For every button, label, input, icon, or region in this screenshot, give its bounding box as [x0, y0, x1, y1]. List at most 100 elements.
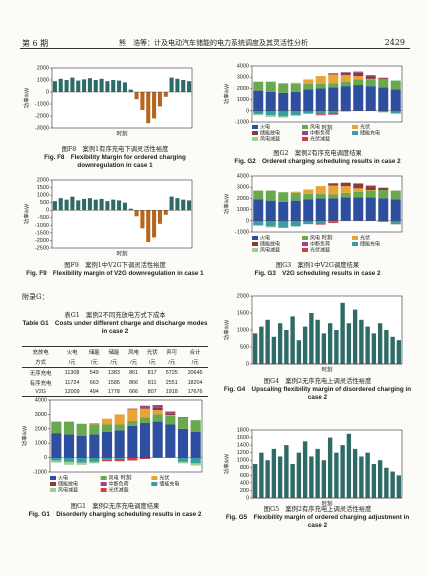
- figure-caption: 图G1 案例2无序充电调度结果 Fig. G1 Disorderly chargi…: [20, 503, 210, 519]
- bar-segment: [127, 408, 138, 410]
- bar-segment: [365, 86, 376, 111]
- legend-label: 风电: [109, 474, 119, 481]
- header-cell: /元: [148, 360, 156, 366]
- bar-segment: [127, 457, 138, 461]
- legend-swatch: [50, 476, 56, 480]
- table-cell: 494: [89, 389, 99, 395]
- bar-segment: [51, 460, 62, 463]
- bar: [371, 333, 377, 364]
- legend-swatch: [151, 476, 158, 480]
- bar-segment: [328, 185, 339, 195]
- header-cell: /元: [168, 360, 176, 366]
- figure-caption: 图F9 案例1中V2G下调灵活性裕度 Fig. F9 Flexibility ma…: [20, 262, 210, 278]
- bar: [359, 319, 364, 364]
- cost-table: 充放电 火电 储能 储能 风电 光伏 弃可 合计 方式/元/元/元/元/元/元/元 无序充电 113…: [22, 346, 208, 397]
- bar-segment: [390, 80, 401, 90]
- legend-label: 光伏: [360, 123, 370, 130]
- header-cell: 合计: [189, 350, 201, 356]
- legend-label: 中断负荷: [310, 129, 330, 136]
- bar-segment: [340, 86, 351, 111]
- x-axis-label: 时刻: [321, 365, 333, 373]
- legend-label: 光伏减载: [310, 246, 330, 253]
- table-cell: 861: [129, 370, 139, 376]
- bar-segment: [315, 198, 326, 221]
- bar-segment: [340, 74, 351, 82]
- y-axis-label: 功率/kW: [22, 87, 30, 108]
- bar-segment: [278, 201, 289, 221]
- y-tick-label: 500: [40, 200, 49, 206]
- bar: [105, 81, 110, 92]
- bar-segment: [303, 89, 314, 111]
- bar-segment: [51, 433, 62, 458]
- issue: 第 6 期: [22, 39, 49, 48]
- bar: [321, 460, 327, 498]
- bar-segment: [177, 417, 189, 418]
- bar: [187, 200, 192, 211]
- bar: [128, 208, 133, 211]
- bar-segment: [328, 87, 339, 111]
- y-tick-label: 800: [240, 465, 249, 471]
- y-axis-label: 功率/kW: [222, 319, 230, 340]
- bar-segment: [152, 421, 163, 458]
- bar: [352, 448, 358, 498]
- legend-label: 光伏: [159, 474, 169, 481]
- bar-segment: [353, 79, 364, 86]
- bar: [309, 313, 314, 364]
- figure-caption: 图G4 案例2无序充电上调灵活性裕度 Fig. G4 Upscaling flex…: [220, 378, 415, 402]
- caption-cn: 图F9 案例1中V2G下调灵活性裕度: [64, 262, 166, 269]
- bar-segment: [278, 110, 289, 117]
- plot-frame: [51, 67, 193, 129]
- table-cell: 有序充电: [29, 381, 52, 387]
- bar: [265, 319, 270, 364]
- bar: [346, 323, 352, 364]
- table-cell: 663: [89, 380, 99, 386]
- bar-segment: [265, 115, 276, 117]
- bar-segment: [328, 113, 339, 115]
- bar-segment: [139, 408, 151, 418]
- bar: [334, 330, 339, 364]
- y-tick-label: 2000: [237, 293, 249, 299]
- bar: [290, 316, 295, 364]
- bar-segment: [177, 461, 189, 464]
- bar-segment: [63, 461, 75, 465]
- bar: [252, 464, 258, 498]
- header-cell: 弃可: [166, 350, 178, 356]
- bar-segment: [390, 190, 401, 200]
- y-tick-label: 2000: [237, 86, 249, 92]
- bar: [87, 78, 92, 92]
- table-header-row: 方式/元/元/元/元/元/元/元: [22, 357, 208, 368]
- bar-segment: [328, 220, 339, 222]
- legend-label: 储能充电: [159, 480, 179, 487]
- bar-segment: [303, 220, 314, 225]
- bar-segment: [340, 72, 351, 75]
- y-tick-label: 0: [246, 108, 249, 114]
- caption-en: Fig. F8 Flexibility Margin for ordered c…: [44, 154, 186, 169]
- legend-swatch: [352, 125, 358, 129]
- y-tick-label: -1000: [35, 223, 49, 229]
- bar: [365, 326, 370, 364]
- legend-swatch: [352, 236, 358, 240]
- y-tick-label: 600: [240, 473, 249, 479]
- bar: [315, 319, 320, 364]
- bar-segment: [353, 85, 364, 111]
- bar: [52, 81, 57, 92]
- bar-segment: [365, 78, 376, 80]
- table-title: 表G1 案例2不同充放电方式下成本: [64, 312, 166, 319]
- bar-segment: [165, 415, 176, 425]
- table-cell: 1778: [107, 389, 120, 395]
- bar-segment: [315, 83, 326, 89]
- figure-caption: 图F8 案例1有序充电下调灵活性裕度 Fig. F8 Flexibility Ma…: [20, 146, 210, 170]
- legend-label: 中断负荷: [310, 240, 330, 247]
- bar-segment: [365, 185, 376, 187]
- table-cell: 1383: [107, 370, 120, 376]
- y-tick-label: 1000: [37, 193, 49, 199]
- header-cell: 火电: [66, 350, 78, 356]
- bar: [321, 333, 327, 364]
- bar: [259, 326, 264, 364]
- bar-segment: [378, 198, 389, 221]
- bar-segment: [328, 221, 339, 224]
- legend-swatch: [252, 125, 258, 129]
- bar-segment: [303, 110, 314, 114]
- y-tick-label: 2000: [37, 177, 49, 183]
- bar: [290, 464, 295, 498]
